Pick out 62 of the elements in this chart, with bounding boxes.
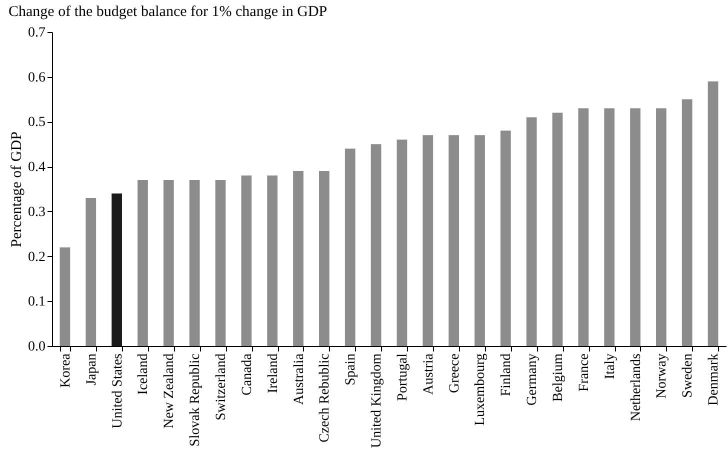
bar — [344, 148, 356, 346]
x-tick-label: Netherlands — [628, 354, 644, 422]
x-tick-label: United Kingdom — [370, 353, 385, 448]
x-tick-label: Denmark — [706, 354, 722, 406]
x-tick-label: Portugal — [395, 353, 410, 401]
x-tick-label: Luxembourg — [473, 354, 488, 426]
bar — [112, 193, 122, 346]
bar — [293, 171, 304, 346]
bar — [138, 180, 148, 346]
x-tick-label: France — [576, 354, 592, 392]
x-tick-label: Norway — [654, 354, 670, 399]
x-tick-label: Greece — [447, 354, 462, 394]
x-tick-label: Sweden — [680, 354, 696, 398]
bar — [422, 135, 434, 346]
bar — [656, 108, 666, 346]
x-tick-label: United States — [110, 354, 126, 429]
bar — [708, 81, 718, 346]
y-tick-label: 0.2 — [28, 250, 46, 265]
x-tick-label: Australia — [292, 352, 307, 405]
x-tick-label: Italy — [602, 354, 618, 380]
x-tick-label: Finland — [499, 354, 514, 396]
x-tick-label: Austria — [421, 352, 436, 395]
bar — [267, 176, 278, 346]
bar — [60, 247, 70, 346]
bar — [604, 108, 615, 346]
x-tick-label: Slovak Republic — [188, 354, 204, 446]
x-tick-label: Japan — [84, 354, 100, 386]
bar — [474, 135, 485, 346]
bar — [500, 130, 511, 346]
bar — [241, 176, 252, 346]
bar — [163, 180, 174, 346]
y-tick-label: 0.6 — [28, 70, 46, 86]
x-tick-label: Czech Rebublic — [318, 354, 333, 443]
y-tick-label: 0.3 — [28, 204, 46, 220]
y-axis-title: Percentage of GDP — [9, 132, 25, 248]
bar — [578, 108, 589, 346]
x-tick-label: Spain — [344, 354, 359, 386]
bar — [526, 117, 537, 346]
bar — [189, 180, 200, 346]
bar — [552, 112, 563, 346]
bar — [396, 140, 408, 346]
y-tick-label: 0.0 — [28, 340, 46, 354]
x-tick-label: Germany — [525, 354, 540, 406]
x-tick-label: Ireland — [266, 354, 281, 394]
bar — [319, 171, 330, 346]
x-tick-label: Canada — [240, 352, 255, 396]
bar — [215, 180, 226, 346]
y-tick-label: 0.7 — [28, 26, 46, 40]
y-tick-label: 0.5 — [28, 115, 46, 130]
x-tick-label: Korea — [58, 352, 74, 388]
bar — [630, 108, 640, 346]
bar — [86, 198, 96, 346]
x-tick-label: Switzerland — [214, 354, 229, 420]
chart-title: Change of the budget balance for 1% change in GDP — [8, 4, 328, 20]
bar — [448, 135, 459, 346]
bar — [370, 144, 382, 346]
y-tick-label: 0.4 — [28, 160, 46, 176]
x-tick-label: Belgium — [551, 353, 566, 402]
y-tick-label: 0.1 — [28, 294, 46, 310]
x-tick-label: Iceland — [136, 354, 152, 395]
x-tick-label: New Zealand — [162, 354, 178, 429]
bar — [682, 99, 692, 346]
